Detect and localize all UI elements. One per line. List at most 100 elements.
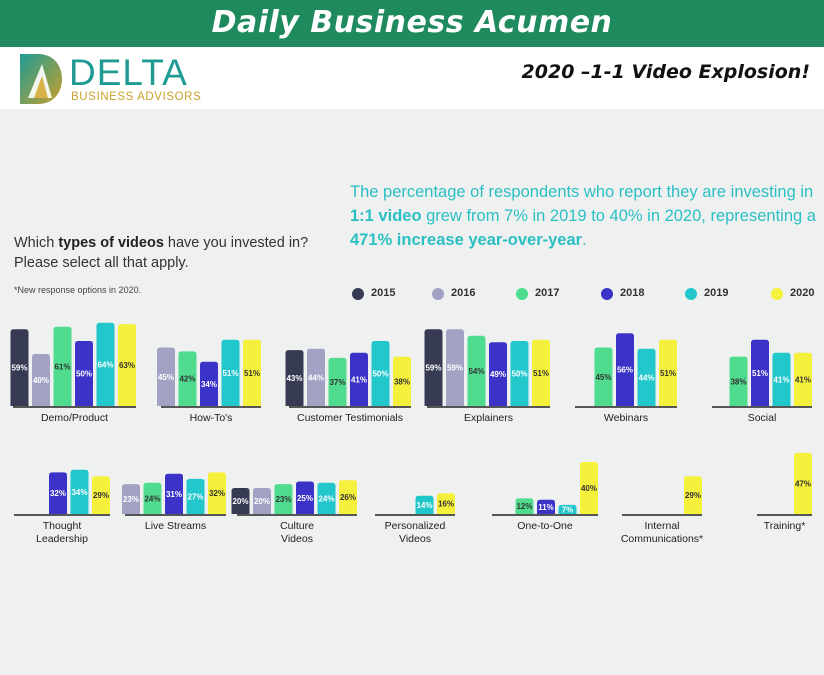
- category-label: Social: [748, 412, 777, 424]
- callout-part-5: .: [582, 231, 587, 249]
- bar-2017: [178, 351, 197, 406]
- category-label: Internal: [644, 520, 679, 532]
- bar-value-label: 45%: [595, 373, 611, 382]
- bar-group-1: 45% 42% 34% 51% 51% How-To's: [157, 339, 261, 424]
- header-bar: DELTA BUSINESS ADVISORS 2020 –1-1 Video …: [0, 47, 824, 109]
- bar-2018: [350, 352, 368, 406]
- category-label: Webinars: [604, 412, 648, 424]
- callout-text: The percentage of respondents who report…: [350, 180, 820, 252]
- legend-label-2020: 2020: [790, 287, 815, 299]
- bar-value-label: 12%: [516, 502, 532, 511]
- bar-2019: [96, 322, 115, 406]
- bar-2020: [92, 476, 110, 514]
- banner-title: Daily Business Acumen: [211, 5, 613, 40]
- legend-label-2019: 2019: [704, 287, 729, 299]
- bar-2018: [616, 333, 634, 406]
- bar-2020: [684, 476, 702, 514]
- bar-2015: [10, 329, 29, 406]
- bar-value-label: 63%: [119, 361, 135, 370]
- bar-value-label: 40%: [581, 484, 597, 493]
- bar-2019: [186, 478, 205, 514]
- bar-2020: [437, 493, 455, 514]
- bar-2020: [794, 352, 812, 406]
- category-label: Culture: [280, 520, 314, 532]
- bar-value-label: 31%: [166, 490, 182, 499]
- bar-2017: [515, 498, 534, 514]
- bar-2017: [328, 357, 347, 406]
- bar-2020: [532, 339, 550, 406]
- bar-2020: [393, 356, 411, 406]
- category-label: Explainers: [464, 412, 513, 424]
- bar-value-label: 56%: [617, 366, 633, 375]
- chart-legend: 2015 2016 2017 2018 2019 2020: [352, 285, 822, 303]
- bar-value-label: 61%: [54, 362, 70, 371]
- bar-2016: [446, 329, 464, 406]
- bar-group-12: 47% Training*: [757, 452, 812, 532]
- legend-label-2018: 2018: [620, 287, 645, 299]
- page-subtitle: 2020 –1-1 Video Explosion!: [521, 61, 810, 83]
- bar-2017: [274, 484, 293, 514]
- category-label: Live Streams: [145, 520, 206, 532]
- bar-2015: [285, 350, 304, 406]
- bar-2019: [70, 469, 89, 514]
- bar-2018: [751, 339, 769, 406]
- callout-part-2: 1:1 video: [350, 207, 422, 225]
- bar-value-label: 43%: [286, 374, 302, 383]
- bar-value-label: 29%: [93, 491, 109, 500]
- bar-2016: [32, 354, 50, 406]
- legend-swatch-2019: [685, 288, 697, 300]
- bar-2017: [467, 335, 486, 406]
- callout-part-3: grew from 7% in 2019 to 40% in 2020, rep…: [421, 207, 816, 225]
- category-label: Personalized: [385, 520, 446, 532]
- infographic-background: [0, 109, 824, 675]
- legend-swatch-2017: [516, 288, 528, 300]
- question-text-a: Which: [14, 235, 59, 251]
- bar-value-label: 27%: [187, 492, 203, 501]
- bar-value-label: 38%: [730, 377, 746, 386]
- logo-name: DELTA: [69, 52, 188, 93]
- bar-value-label: 16%: [438, 500, 454, 509]
- bar-value-label: 23%: [123, 495, 139, 504]
- bar-value-label: 29%: [685, 491, 701, 500]
- bar-2019: [221, 339, 240, 406]
- bar-2017: [594, 347, 613, 406]
- bar-group-2: 43% 44% 37% 41% 50% 38% Customer Testimonials: [285, 341, 411, 424]
- bar-2019: [772, 352, 791, 406]
- legend-swatch-2020: [771, 288, 783, 300]
- bar-2016: [122, 484, 140, 514]
- category-label: Videos: [399, 533, 431, 545]
- bar-2018: [296, 481, 314, 514]
- bar-value-label: 50%: [511, 370, 527, 379]
- bar-2020: [580, 462, 598, 514]
- category-label: Leadership: [36, 533, 88, 545]
- bar-value-label: 47%: [795, 479, 811, 488]
- bar-value-label: 38%: [394, 377, 410, 386]
- bar-value-label: 24%: [144, 494, 160, 503]
- category-label: Thought: [43, 520, 82, 532]
- bar-value-label: 34%: [71, 488, 87, 497]
- category-label: Demo/Product: [41, 412, 108, 424]
- bar-2020: [118, 324, 136, 406]
- bar-2019: [317, 482, 336, 514]
- bar-value-label: 23%: [275, 495, 291, 504]
- question-text-c: have you invested in?: [163, 235, 309, 251]
- question-text-bold: types of videos: [58, 235, 164, 251]
- legend-swatch-2016: [432, 288, 444, 300]
- bar-value-label: 41%: [795, 375, 811, 384]
- footnote: *New response options in 2020.: [14, 285, 142, 295]
- bar-group-4: 45% 56% 44% 51% Webinars: [575, 333, 677, 424]
- callout-part-1: The percentage of respondents who report…: [350, 183, 814, 201]
- bar-2015: [424, 329, 443, 406]
- bar-2019: [558, 504, 577, 514]
- bar-2019: [510, 341, 529, 406]
- bar-value-label: 41%: [773, 375, 789, 384]
- category-label: Customer Testimonials: [297, 412, 403, 424]
- delta-logo-icon: [20, 54, 62, 104]
- bar-2020: [339, 480, 357, 514]
- bar-2016: [253, 488, 271, 514]
- bar-value-label: 32%: [209, 489, 225, 498]
- bar-value-label: 25%: [297, 494, 313, 503]
